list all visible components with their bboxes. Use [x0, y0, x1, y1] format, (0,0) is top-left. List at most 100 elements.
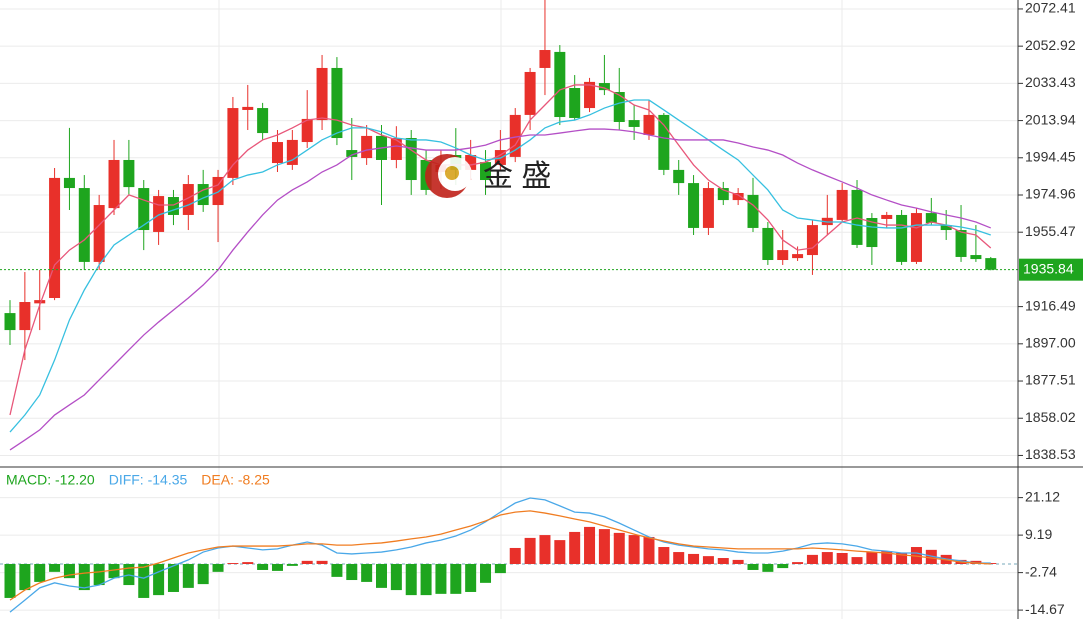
y-tick-label: 21.12 [1025, 488, 1060, 504]
candle-body [643, 114, 655, 135]
candle-body [524, 71, 536, 115]
candle-body [19, 302, 31, 331]
macd-bar [301, 560, 313, 564]
last-price-label: 1935.84 [1023, 260, 1074, 276]
y-tick-label: 1916.49 [1025, 297, 1076, 313]
candle-body [747, 194, 759, 228]
candle-body [896, 214, 908, 262]
indicator-header: DIFF: -14.35 [109, 472, 188, 488]
macd-bar [688, 553, 700, 564]
candle-body [4, 313, 16, 331]
candle-body [346, 150, 358, 157]
macd-bar [242, 562, 254, 564]
candle-body [598, 83, 610, 91]
candle-body [539, 50, 551, 68]
macd-bar [628, 535, 640, 564]
candle-body [554, 51, 566, 118]
candle-body [702, 188, 714, 228]
y-tick-label: 1897.00 [1025, 335, 1076, 351]
candle-body [792, 254, 804, 259]
macd-bar [212, 563, 224, 572]
macd-bar [480, 563, 492, 583]
macd-bar [167, 563, 179, 592]
macd-bar [227, 563, 239, 564]
candle-body [316, 67, 328, 121]
logo-dot [445, 166, 459, 180]
candle-body [480, 162, 492, 181]
macd-bar [153, 563, 165, 596]
macd-bar [361, 563, 373, 582]
candle-body [301, 118, 313, 143]
candle-body [628, 120, 640, 127]
candle-body [925, 213, 937, 223]
vertical-grid [218, 0, 843, 619]
y-tick-label: 2072.41 [1025, 0, 1076, 16]
macd-bar [836, 552, 848, 564]
candle-body [509, 114, 521, 157]
macd-bar [108, 563, 120, 579]
candle-body [242, 106, 254, 110]
macd-bar [257, 563, 269, 570]
moving-average-line [9, 99, 991, 433]
candle-body [970, 255, 982, 260]
macd-bar [376, 563, 387, 588]
candle-body [762, 227, 774, 261]
macd-bar [702, 556, 714, 564]
macd-bar [93, 563, 105, 586]
y-tick-label: 1974.96 [1025, 186, 1076, 202]
macd-bar [925, 549, 937, 564]
macd-bar [197, 563, 209, 585]
candle-body [732, 193, 744, 201]
macd-line [9, 497, 991, 613]
candle-body [63, 177, 75, 189]
candle-body [123, 159, 135, 188]
candle-body [985, 258, 997, 270]
macd-bar [509, 547, 521, 564]
candle-body [806, 225, 818, 256]
y-tick-label: 1858.02 [1025, 409, 1076, 425]
candle-body [940, 225, 952, 231]
macd-bar [405, 563, 417, 596]
macd-bar [465, 563, 477, 592]
macd-bar [271, 563, 283, 571]
macd-bar [182, 563, 194, 588]
moving-average-line [9, 128, 992, 451]
macd-bar [19, 563, 31, 591]
macd-bar [63, 563, 75, 579]
candle-body [777, 250, 789, 261]
y-tick-label: 2033.43 [1025, 74, 1076, 90]
candle-body [153, 196, 165, 232]
watermark-text: 金 盛 [483, 160, 551, 193]
candle-body [93, 205, 105, 262]
candle-body [658, 114, 670, 170]
indicator-header: DEA: -8.25 [201, 472, 270, 488]
macd-bar [613, 532, 625, 564]
macd-bar [866, 552, 878, 564]
macd-bar [658, 547, 670, 564]
macd-bar [435, 563, 447, 594]
macd-bar [762, 563, 774, 572]
candle-body [405, 138, 417, 181]
candle-body [138, 188, 150, 231]
macd-bar [732, 559, 744, 564]
macd-bar [34, 563, 46, 582]
macd-bar [851, 557, 863, 564]
y-tick-label: 2052.92 [1025, 37, 1076, 53]
macd-bar [539, 535, 551, 564]
macd-bar [881, 551, 893, 564]
y-tick-label: 2013.94 [1025, 111, 1076, 127]
y-tick-label: 1877.51 [1025, 372, 1076, 388]
macd-bar [643, 536, 655, 564]
macd-bar [584, 526, 596, 564]
candle-body [584, 81, 596, 109]
macd-bar [346, 563, 358, 581]
macd-bar [316, 560, 328, 564]
candle-body [331, 67, 343, 139]
macd-bar [138, 563, 150, 598]
y-tick-label: 1838.53 [1025, 446, 1076, 462]
macd-bar [450, 563, 462, 594]
candle-body [212, 176, 224, 206]
